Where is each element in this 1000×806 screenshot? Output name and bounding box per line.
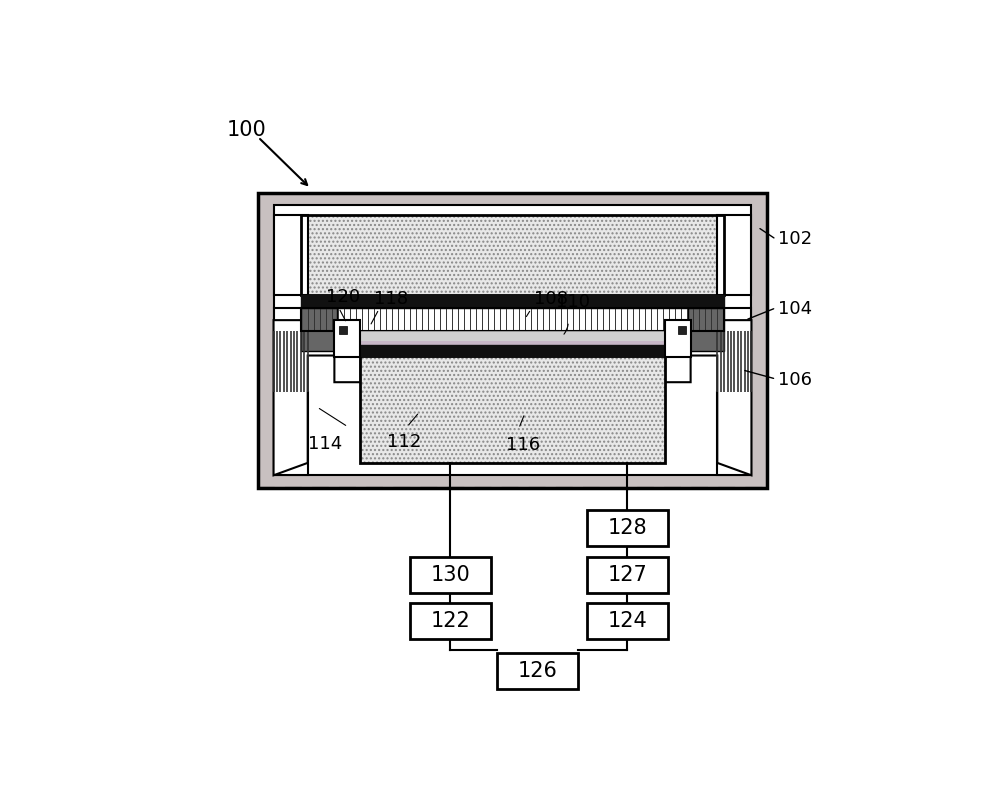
Bar xyxy=(410,603,491,639)
Text: 104: 104 xyxy=(778,300,812,318)
Bar xyxy=(678,326,686,334)
Bar xyxy=(665,320,691,357)
Text: 108: 108 xyxy=(534,289,568,308)
Bar xyxy=(342,341,683,345)
Polygon shape xyxy=(665,320,751,476)
Bar xyxy=(334,320,360,357)
Bar xyxy=(410,557,491,592)
Bar xyxy=(360,355,665,463)
Text: 110: 110 xyxy=(556,293,590,311)
Text: 130: 130 xyxy=(431,564,470,584)
Text: 127: 127 xyxy=(607,564,647,584)
Bar xyxy=(717,214,751,295)
Bar xyxy=(587,557,668,592)
Text: 102: 102 xyxy=(778,231,812,248)
Bar xyxy=(274,392,308,476)
Bar xyxy=(497,653,578,689)
Bar xyxy=(717,308,751,351)
Bar xyxy=(301,308,724,330)
Bar xyxy=(360,355,665,463)
Bar xyxy=(587,510,668,546)
Bar xyxy=(274,214,308,295)
Bar xyxy=(274,308,308,351)
Text: 120: 120 xyxy=(326,288,360,305)
Text: 126: 126 xyxy=(517,661,557,681)
Text: 100: 100 xyxy=(227,120,267,140)
Text: 124: 124 xyxy=(607,611,647,631)
Bar xyxy=(301,295,724,308)
Text: 106: 106 xyxy=(778,372,812,389)
Text: 116: 116 xyxy=(506,435,540,454)
Polygon shape xyxy=(274,320,360,476)
Bar xyxy=(301,308,337,351)
Bar xyxy=(587,603,668,639)
Bar xyxy=(301,214,724,295)
Text: 112: 112 xyxy=(387,433,421,451)
Bar xyxy=(688,308,724,351)
Text: 118: 118 xyxy=(374,289,408,308)
Bar xyxy=(339,326,347,334)
Bar xyxy=(258,193,767,488)
Bar xyxy=(301,214,724,295)
Bar xyxy=(717,392,751,476)
Bar xyxy=(342,331,683,341)
Text: 122: 122 xyxy=(431,611,470,631)
Text: 114: 114 xyxy=(308,435,342,453)
Bar xyxy=(342,345,683,355)
Bar xyxy=(274,206,751,476)
Text: 128: 128 xyxy=(608,518,647,538)
